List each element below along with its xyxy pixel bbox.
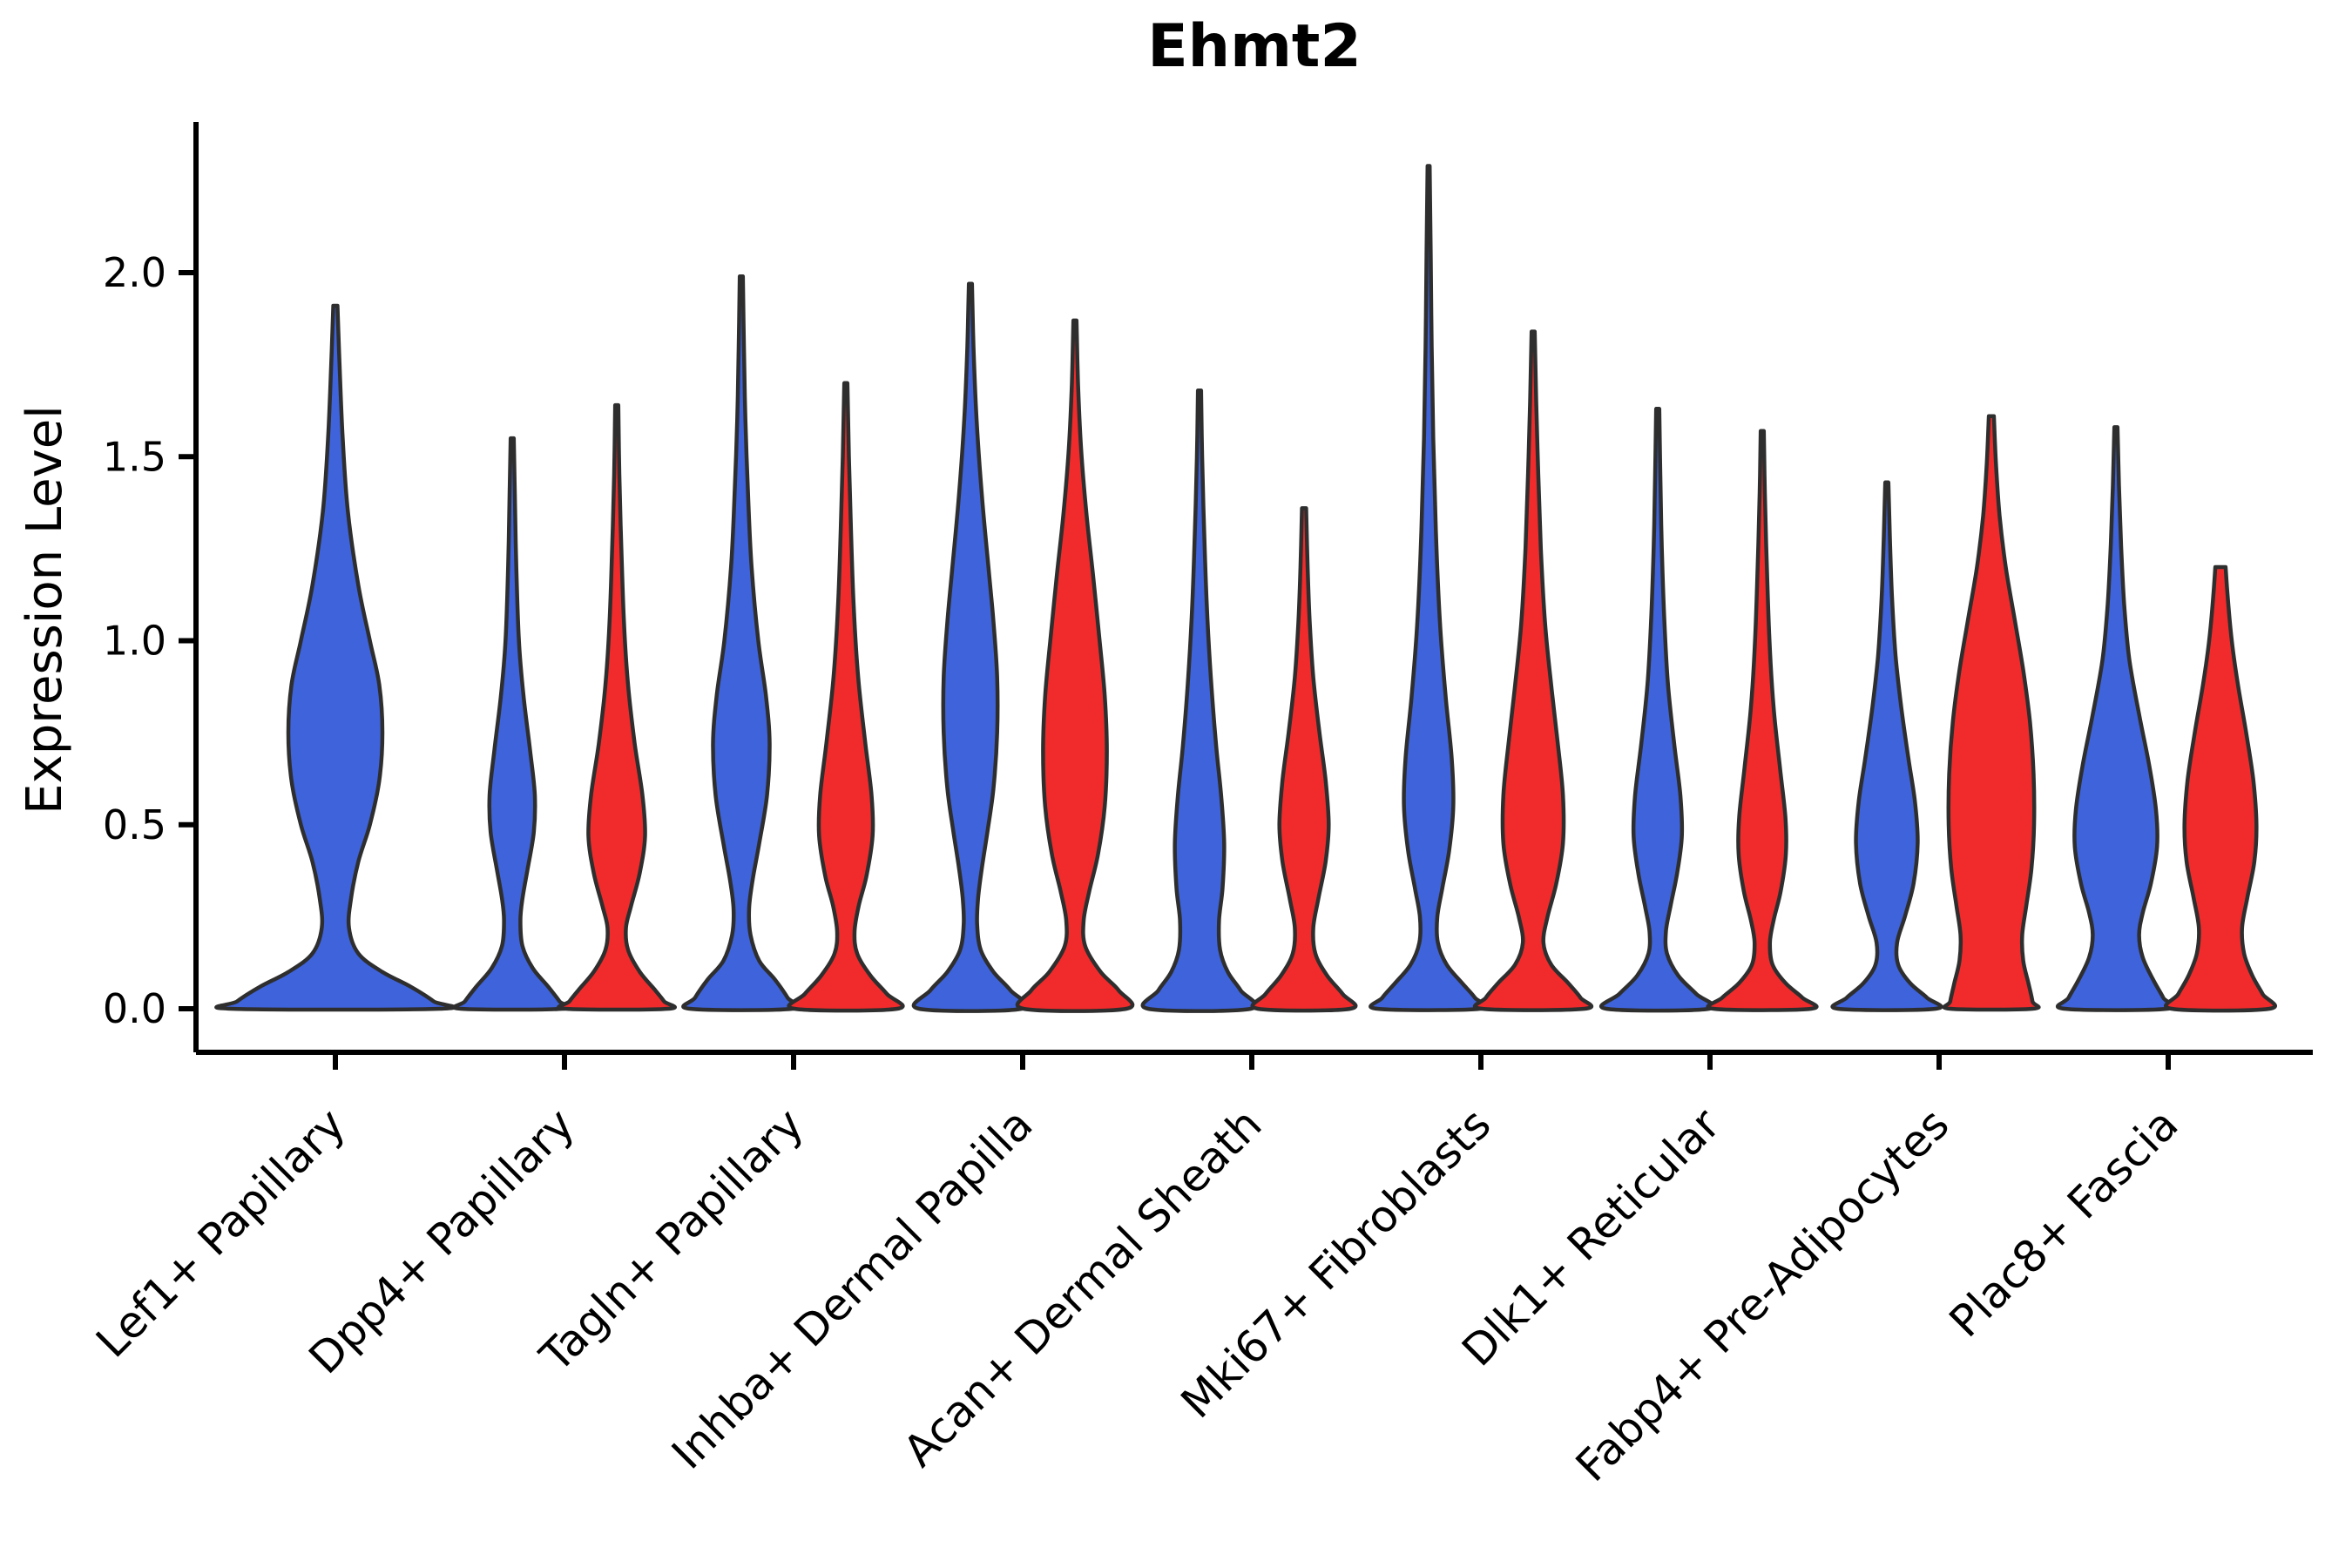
y-tick-label: 1.0: [103, 618, 166, 665]
violin-blue-acan-dermal-sheath: [1140, 388, 1259, 1013]
violin-red-tagln-papillary: [787, 381, 905, 1013]
violin-blue-tagln-papillary: [681, 274, 801, 1012]
violin-red-dlk1-reticular: [1706, 429, 1819, 1012]
violin-blue-fabp4-pre-adipocytes: [1830, 480, 1943, 1012]
y-tick-label: 1.5: [103, 433, 166, 480]
violin-red-plac8-fascia: [2164, 564, 2277, 1013]
violin-blue-lef1-papillary: [214, 303, 456, 1012]
violin-red-fabp4-pre-adipocytes: [1942, 414, 2041, 1012]
violin-red-acan-dermal-sheath: [1250, 506, 1358, 1013]
violin-blue-inhba-dermal-papilla: [911, 281, 1030, 1013]
y-tick-label: 0.0: [103, 985, 166, 1032]
x-tick-label: Plac8+ Fascia: [1940, 1098, 2188, 1347]
violin-red-mki67-fibroblasts: [1473, 329, 1593, 1012]
violin-blue-mki67-fibroblasts: [1369, 164, 1489, 1012]
violin-blue-dpp4-papillary: [452, 436, 572, 1012]
y-tick-label: 0.5: [103, 801, 166, 848]
y-tick-label: 2.0: [103, 249, 166, 296]
violin-blue-dlk1-reticular: [1598, 407, 1717, 1013]
x-tick-label: Fabp4+ Pre-Adipocytes: [1566, 1098, 1959, 1491]
chart-title: Ehmt2: [1147, 12, 1362, 81]
violin-red-inhba-dermal-papilla: [1015, 318, 1135, 1013]
violin-red-dpp4-papillary: [557, 402, 677, 1012]
x-tick-label: Lef1+ Papillary: [86, 1098, 355, 1367]
violin-blue-plac8-fascia: [2056, 425, 2176, 1012]
